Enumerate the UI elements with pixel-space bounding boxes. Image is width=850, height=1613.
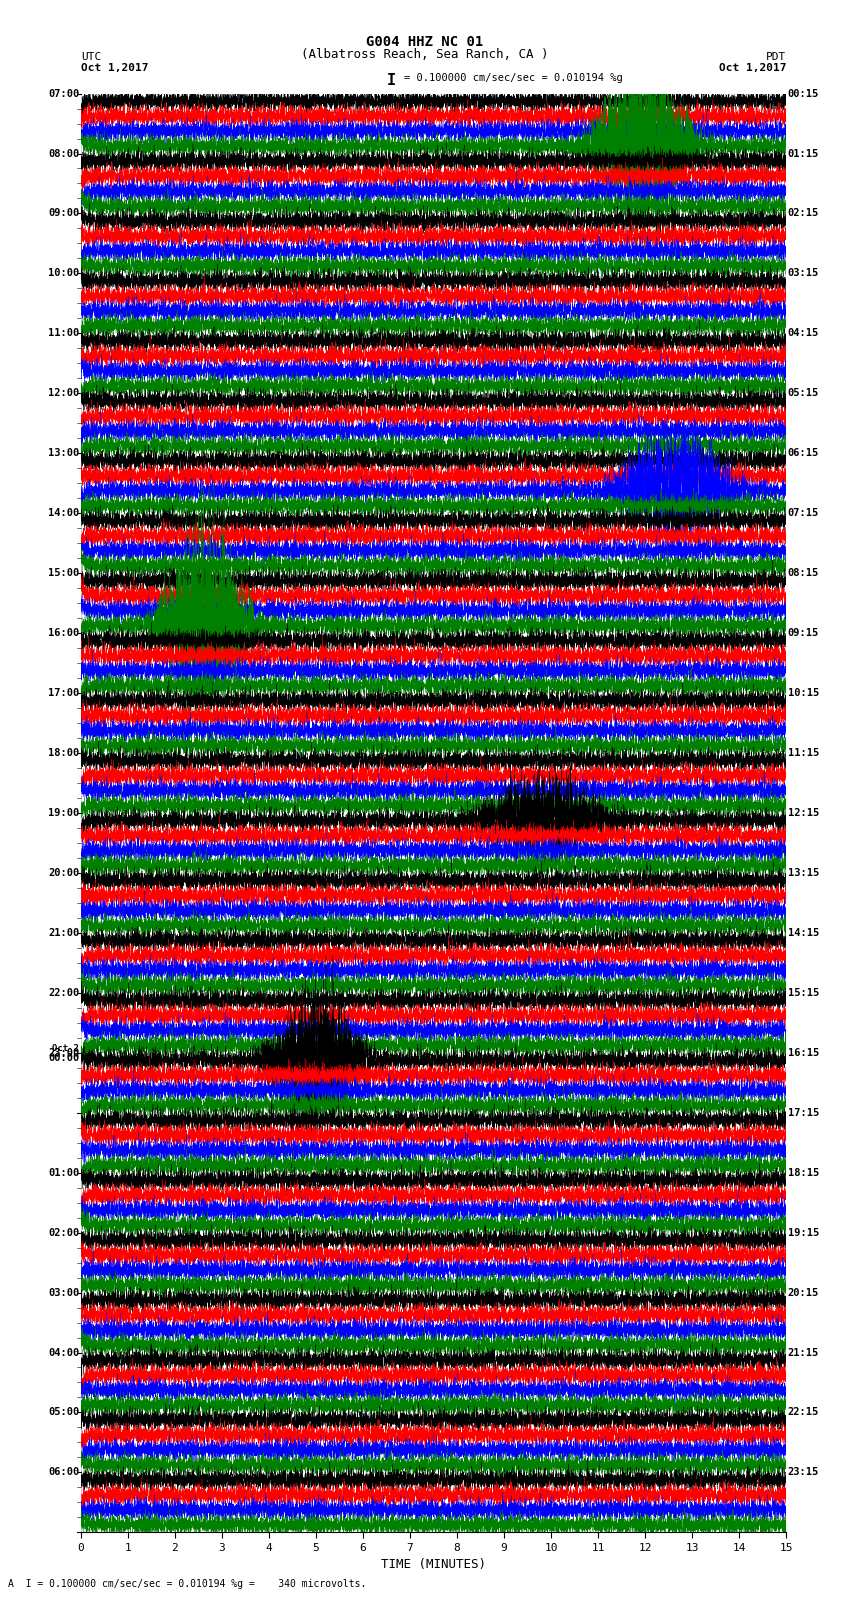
- Text: 13:15: 13:15: [788, 868, 819, 877]
- Text: 17:00: 17:00: [48, 689, 79, 698]
- Text: I: I: [387, 73, 395, 87]
- Text: UTC: UTC: [81, 52, 101, 61]
- Text: 04:00: 04:00: [48, 1347, 79, 1358]
- Text: 22:15: 22:15: [788, 1408, 819, 1418]
- Text: 11:15: 11:15: [788, 748, 819, 758]
- Text: 17:15: 17:15: [788, 1108, 819, 1118]
- Text: 08:00: 08:00: [48, 148, 79, 158]
- Text: 06:15: 06:15: [788, 448, 819, 458]
- Text: 02:15: 02:15: [788, 208, 819, 218]
- Text: 21:15: 21:15: [788, 1347, 819, 1358]
- Text: 03:00: 03:00: [48, 1287, 79, 1297]
- Text: G004 HHZ NC 01: G004 HHZ NC 01: [366, 35, 484, 50]
- Text: 08:15: 08:15: [788, 568, 819, 577]
- Text: 14:15: 14:15: [788, 927, 819, 937]
- Text: 12:00: 12:00: [48, 389, 79, 398]
- Text: 22:00: 22:00: [48, 987, 79, 998]
- Text: 11:00: 11:00: [48, 329, 79, 339]
- Text: 04:15: 04:15: [788, 329, 819, 339]
- Text: A  I = 0.100000 cm/sec/sec = 0.010194 %g =    340 microvolts.: A I = 0.100000 cm/sec/sec = 0.010194 %g …: [8, 1579, 367, 1589]
- Text: 06:00: 06:00: [48, 1468, 79, 1478]
- Text: 09:00: 09:00: [48, 208, 79, 218]
- Text: 00:15: 00:15: [788, 89, 819, 98]
- Text: 07:15: 07:15: [788, 508, 819, 518]
- Text: (Albatross Reach, Sea Ranch, CA ): (Albatross Reach, Sea Ranch, CA ): [301, 48, 549, 61]
- Text: 00:00: 00:00: [48, 1053, 79, 1063]
- X-axis label: TIME (MINUTES): TIME (MINUTES): [381, 1558, 486, 1571]
- Text: 02:00: 02:00: [48, 1227, 79, 1237]
- Text: 12:15: 12:15: [788, 808, 819, 818]
- Text: Oct 2: Oct 2: [53, 1044, 79, 1053]
- Text: 16:15: 16:15: [788, 1048, 819, 1058]
- Text: Oct 1,2017: Oct 1,2017: [719, 63, 786, 73]
- Text: 15:15: 15:15: [788, 987, 819, 998]
- Text: 05:15: 05:15: [788, 389, 819, 398]
- Text: 15:00: 15:00: [48, 568, 79, 577]
- Text: 20:00: 20:00: [48, 868, 79, 877]
- Text: Oct 1,2017: Oct 1,2017: [81, 63, 148, 73]
- Text: 01:00: 01:00: [48, 1168, 79, 1177]
- Text: 23:15: 23:15: [788, 1468, 819, 1478]
- Text: 18:00: 18:00: [48, 748, 79, 758]
- Text: 10:15: 10:15: [788, 689, 819, 698]
- Text: 01:15: 01:15: [788, 148, 819, 158]
- Text: 07:00: 07:00: [48, 89, 79, 98]
- Text: 18:15: 18:15: [788, 1168, 819, 1177]
- Text: 13:00: 13:00: [48, 448, 79, 458]
- Text: 21:00: 21:00: [48, 927, 79, 937]
- Text: 10:00: 10:00: [48, 268, 79, 279]
- Text: 09:15: 09:15: [788, 627, 819, 639]
- Text: 16:00: 16:00: [48, 627, 79, 639]
- Text: 19:00: 19:00: [48, 808, 79, 818]
- Text: 05:00: 05:00: [48, 1408, 79, 1418]
- Text: PDT: PDT: [766, 52, 786, 61]
- Text: 23:00: 23:00: [48, 1048, 79, 1058]
- Text: 19:15: 19:15: [788, 1227, 819, 1237]
- Text: 20:15: 20:15: [788, 1287, 819, 1297]
- Text: = 0.100000 cm/sec/sec = 0.010194 %g: = 0.100000 cm/sec/sec = 0.010194 %g: [404, 73, 622, 82]
- Text: 14:00: 14:00: [48, 508, 79, 518]
- Text: 03:15: 03:15: [788, 268, 819, 279]
